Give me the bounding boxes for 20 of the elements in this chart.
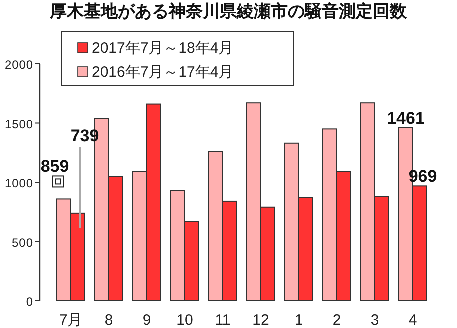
y-tick-label: 0 (26, 295, 34, 309)
x-tick-label: 3 (370, 312, 380, 328)
x-tick-label: 7月 (59, 312, 83, 328)
data-label: 859 (40, 157, 70, 176)
x-tick-label: 1 (294, 312, 304, 328)
y-tick-label: 500 (12, 236, 34, 250)
y-tick-label: 1000 (5, 176, 34, 190)
x-tick-label: 4 (408, 312, 418, 328)
x-tick-label: 10 (176, 312, 194, 328)
y-tick-label: 1500 (5, 117, 34, 132)
data-label: 1461 (387, 108, 425, 128)
x-tick-label: 2 (332, 312, 342, 328)
x-tick-label: 11 (215, 312, 231, 328)
legend-label: 2016年7月～17年4月 (92, 64, 234, 81)
x-tick-label: 8 (104, 312, 114, 328)
legend-label: 2017年7月～18年4月 (92, 40, 234, 57)
y-tick-label: 2000 (5, 58, 34, 72)
chart-title: 厚木基地がある神奈川県綾瀬市の騒音測定回数 (49, 2, 408, 21)
x-tick-label: 12 (252, 312, 270, 328)
x-tick-label: 9 (142, 312, 152, 328)
